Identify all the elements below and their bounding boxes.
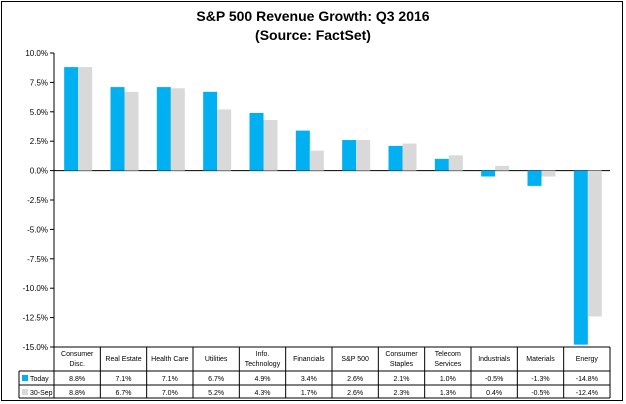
data-label: 2.3%	[394, 390, 410, 397]
bar-today	[110, 87, 125, 171]
y-tick-label: -7.5%	[27, 255, 48, 264]
data-label: 6.7%	[116, 390, 132, 397]
data-label: 2.6%	[347, 376, 363, 383]
category-label: Industrials	[478, 356, 510, 363]
bar-30-sep	[170, 88, 185, 171]
legend-swatch-30-sep	[22, 389, 28, 395]
y-tick-label: 2.5%	[30, 137, 48, 146]
bar-30-sep	[541, 170, 556, 177]
data-label: 7.0%	[162, 390, 178, 397]
bar-30-sep	[217, 109, 232, 171]
y-tick-label: -5.0%	[27, 225, 48, 234]
data-label: -0.5%	[485, 376, 503, 383]
data-label: 6.7%	[208, 376, 224, 383]
category-label: Real Estate	[105, 356, 141, 363]
data-label: 4.3%	[255, 390, 271, 397]
bar-today	[249, 112, 264, 171]
data-label: 5.2%	[208, 390, 224, 397]
bar-today	[573, 170, 588, 345]
chart-subtitle: (Source: FactSet)	[255, 27, 371, 43]
chart-title: S&P 500 Revenue Growth: Q3 2016	[196, 8, 430, 24]
bar-today	[295, 130, 310, 171]
category-label: S&P 500	[341, 356, 369, 363]
data-label: 7.1%	[162, 376, 178, 383]
y-tick-label: 10.0%	[25, 49, 48, 58]
y-tick-label: -10.0%	[23, 284, 48, 293]
bar-30-sep	[263, 120, 278, 171]
data-label: 1.3%	[440, 390, 456, 397]
data-label: 8.8%	[69, 390, 85, 397]
data-label: -1.3%	[531, 376, 549, 383]
bar-today	[64, 67, 79, 171]
data-label: 3.4%	[301, 376, 317, 383]
bar-30-sep	[402, 143, 417, 171]
category-label: Consumer	[61, 351, 94, 358]
category-label: Energy	[576, 356, 599, 363]
bar-today	[388, 145, 403, 171]
legend-label: Today	[30, 376, 49, 383]
data-label: 2.6%	[347, 390, 363, 397]
y-tick-label: 5.0%	[30, 108, 48, 117]
data-label: 4.9%	[255, 376, 271, 383]
y-tick-label: -15.0%	[23, 343, 48, 352]
bar-today	[481, 170, 496, 177]
y-tick-label: 0.0%	[30, 167, 48, 176]
category-label: Materials	[526, 356, 555, 363]
y-tick-label: 7.5%	[30, 78, 48, 87]
legend-swatch-today	[22, 375, 28, 381]
category-label: Utilities	[205, 356, 228, 363]
category-label: Technology	[245, 361, 281, 368]
category-label: Financials	[293, 356, 325, 363]
y-tick-label: -2.5%	[27, 196, 48, 205]
bar-today	[527, 170, 542, 186]
category-label: Info.	[256, 351, 270, 358]
bar-30-sep	[587, 170, 602, 317]
data-label: 7.1%	[116, 376, 132, 383]
data-label: 0.4%	[486, 390, 502, 397]
category-label: Telecom	[435, 351, 461, 358]
category-label: Disc.	[69, 361, 85, 368]
bar-today	[203, 91, 218, 171]
bar-today	[342, 140, 357, 171]
category-label: Health Care	[151, 356, 188, 363]
data-label: -14.8%	[576, 376, 598, 383]
data-label: 8.8%	[69, 376, 85, 383]
data-label: 1.7%	[301, 390, 317, 397]
category-label: Staples	[390, 361, 414, 368]
legend-label: 30-Sep	[30, 390, 53, 397]
bar-today	[156, 87, 171, 171]
data-label: 2.1%	[394, 376, 410, 383]
bar-30-sep	[448, 155, 463, 171]
category-label: Consumer	[385, 351, 418, 358]
bar-today	[434, 158, 449, 171]
data-label: -0.5%	[531, 390, 549, 397]
bar-30-sep	[356, 140, 371, 171]
bar-30-sep	[495, 165, 510, 171]
bar-30-sep	[309, 150, 324, 171]
category-label: Services	[434, 361, 461, 368]
data-label: -12.4%	[576, 390, 598, 397]
y-tick-label: -12.5%	[23, 314, 48, 323]
bar-30-sep	[78, 67, 93, 171]
data-label: 1.0%	[440, 376, 456, 383]
bar-30-sep	[124, 91, 139, 171]
